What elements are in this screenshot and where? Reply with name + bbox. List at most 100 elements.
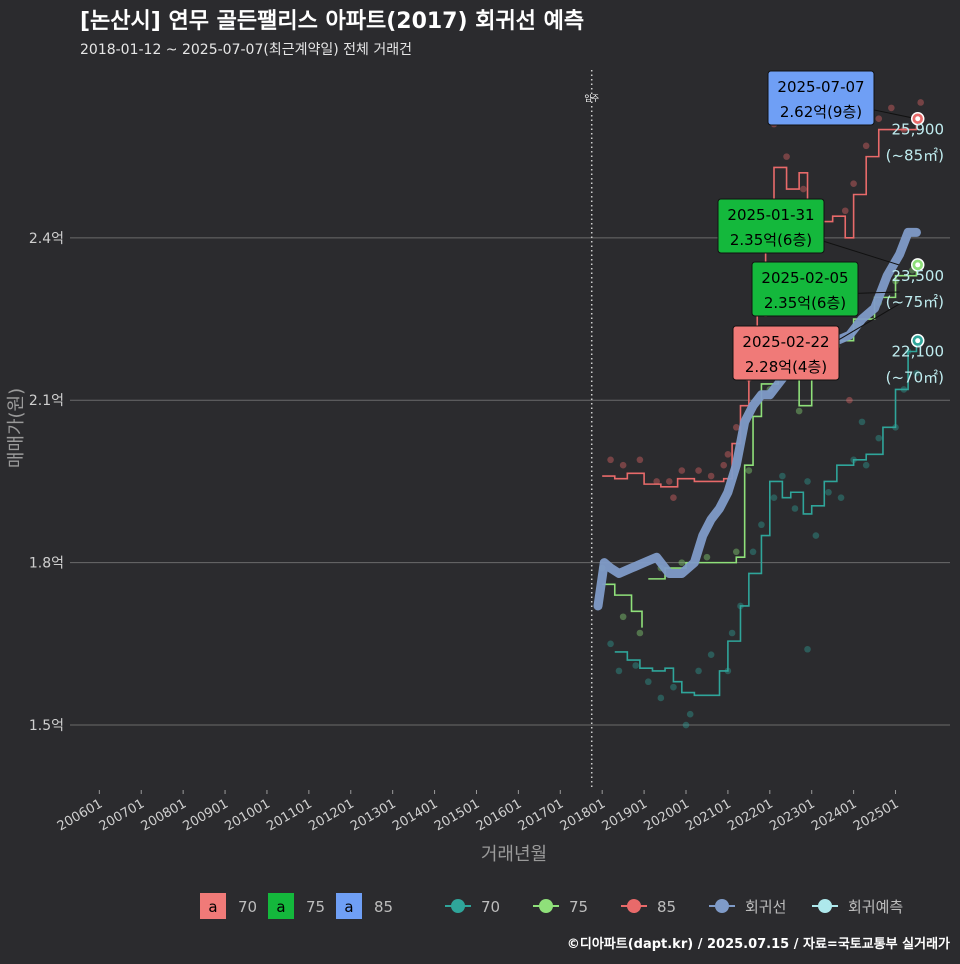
x-tick-label: 201601: [474, 796, 524, 834]
legend-line-label: 75: [569, 898, 588, 916]
scatter-point-85: [607, 456, 614, 464]
scatter-point-70: [862, 461, 870, 469]
callout-date: 2025-07-07: [777, 78, 864, 96]
legend-line-dot: [539, 899, 553, 913]
scatter-point-70: [804, 478, 811, 485]
scatter-point-75: [795, 407, 803, 415]
scatter-point-85: [850, 180, 857, 187]
callout-background: [751, 261, 859, 317]
y-tick-label: 1.8억: [29, 556, 64, 572]
x-axis-title: 거래년월: [481, 844, 547, 865]
scatter-point-70: [770, 494, 778, 501]
scatter-point-85: [678, 467, 686, 474]
y-tick-label: 2.1억: [29, 393, 64, 409]
scatter-point-85: [636, 456, 644, 464]
series-line-70: [614, 340, 918, 697]
callout-value: 2.62억(9층): [780, 103, 862, 121]
scatter-point-70: [749, 548, 757, 556]
x-tick-label: 201501: [432, 796, 482, 834]
chart-title: [논산시] 연무 골든팰리스 아파트(2017) 회귀선 예측: [80, 9, 584, 34]
scatter-point-70: [825, 488, 832, 496]
scatter-point-70: [779, 472, 786, 480]
scatter-point-70: [695, 667, 702, 675]
scatter-point-85: [841, 207, 849, 215]
legend-area-label: 70: [238, 898, 257, 916]
scatter-point-70: [875, 434, 883, 442]
end-point-center: [915, 262, 921, 268]
scatter-point-75: [636, 629, 644, 637]
end-price-label: 25,900: [892, 121, 945, 139]
x-tick-label: 201301: [348, 796, 398, 834]
callout-background: [732, 325, 840, 381]
legend-area-label: 85: [374, 898, 393, 916]
scatter-point-70: [644, 678, 652, 686]
scatter-point-70: [858, 418, 866, 426]
move-in-label: 입주: [584, 94, 599, 103]
scatter-point-75: [678, 559, 686, 566]
end-point-center: [915, 338, 921, 344]
end-price-label: 23,500: [892, 267, 945, 285]
callout-value: 2.28억(4층): [745, 358, 827, 376]
y-axis-title: 매매가(원): [6, 388, 27, 468]
scatter-point-85: [670, 494, 677, 501]
x-tick-label: 201201: [306, 796, 356, 834]
scatter-point-85: [653, 478, 660, 485]
x-tick-label: 202501: [851, 796, 901, 834]
scatter-point-85: [783, 153, 790, 160]
series-line-85: [602, 118, 918, 488]
legend-line-dot: [627, 899, 641, 913]
scatter-point-70: [657, 694, 665, 702]
scatter-point-85: [665, 478, 673, 485]
scatter-point-85: [888, 104, 895, 112]
scatter-point-85: [875, 115, 883, 123]
scatter-point-85: [732, 423, 740, 431]
scatter-point-85: [707, 472, 715, 480]
x-tick-label: 202301: [767, 796, 817, 834]
scatter-point-70: [728, 629, 736, 637]
scatter-point-75: [619, 613, 627, 621]
callout-background: [717, 198, 825, 254]
scatter-point-85: [695, 467, 702, 474]
end-point-center: [915, 116, 921, 122]
legend-area-swatch: [268, 893, 294, 919]
x-tick-label: 201901: [600, 796, 650, 834]
scatter-point-70: [707, 651, 715, 658]
legend-area-label: 75: [306, 898, 325, 916]
x-tick-label: 201401: [390, 796, 440, 834]
x-tick-label: 200701: [97, 796, 147, 834]
chart-subtitle: 2018-01-12 ~ 2025-07-07(최근계약일) 전체 거래건: [80, 42, 412, 58]
scatter-point-70: [758, 521, 765, 529]
legend-area-swatch: [336, 893, 362, 919]
x-tick-label: 201801: [558, 796, 608, 834]
legend-line-label: 회귀선: [745, 898, 786, 916]
scatter-point-85: [917, 99, 924, 106]
x-tick-label: 201001: [222, 796, 272, 834]
callout-date: 2025-01-31: [727, 206, 814, 224]
scatter-point-70: [686, 710, 694, 718]
legend-line-dot: [451, 899, 465, 913]
x-tick-label: 202001: [642, 796, 692, 834]
y-tick-label: 1.5억: [29, 718, 64, 734]
y-tick-label: 2.4억: [29, 231, 64, 247]
end-price-label: 22,100: [892, 343, 945, 361]
scatter-point-75: [732, 548, 740, 556]
x-tick-label: 201101: [264, 796, 314, 834]
scatter-point-70: [791, 505, 799, 512]
x-tick-label: 200801: [139, 796, 189, 834]
x-tick-label: 202101: [683, 796, 733, 834]
scatter-point-75: [745, 467, 753, 474]
scatter-point-70: [804, 645, 811, 653]
scatter-point-70: [615, 667, 623, 675]
x-tick-label: 202401: [809, 796, 859, 834]
scatter-point-70: [837, 494, 845, 501]
scatter-point-70: [682, 721, 690, 729]
legend-line-label: 70: [481, 898, 500, 916]
legend-line-label: 회귀예측: [848, 898, 903, 916]
scatter-point-85: [862, 142, 870, 150]
regression-line: [593, 227, 921, 611]
legend-line-dot: [715, 899, 729, 913]
legend-line-label: 85: [657, 898, 676, 916]
scatter-point-85: [720, 461, 728, 469]
callout-date: 2025-02-22: [742, 333, 829, 351]
